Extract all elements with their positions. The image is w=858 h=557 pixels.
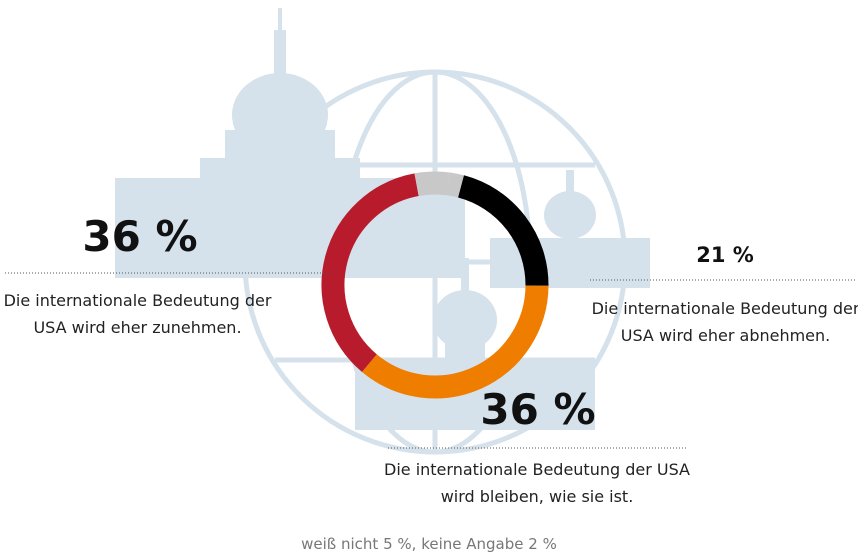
donut (321, 171, 549, 399)
value-label: 36 % (480, 385, 596, 434)
category-label: weiß nicht (301, 535, 379, 553)
value-label: 2 % (528, 535, 557, 553)
value-label: 5 % (383, 535, 412, 553)
donut-segment (446, 172, 464, 198)
donut-segment (321, 173, 419, 372)
value-label: 36 % (82, 212, 198, 261)
category-label: Die internationale Bedeutung der USA wir… (3, 291, 272, 337)
category-label: Die internationale Bedeutung der USA wir… (384, 460, 690, 506)
value-label: 21 % (696, 243, 754, 267)
donut-segment (414, 171, 451, 197)
donut-segment (362, 285, 549, 399)
footnote: weiß nicht 5 %, keine Angabe 2 % (301, 535, 557, 553)
category-label: Die internationale Bedeutung der USA wir… (591, 299, 858, 345)
donut-segment (457, 175, 549, 286)
category-label: keine Angabe (421, 535, 524, 553)
